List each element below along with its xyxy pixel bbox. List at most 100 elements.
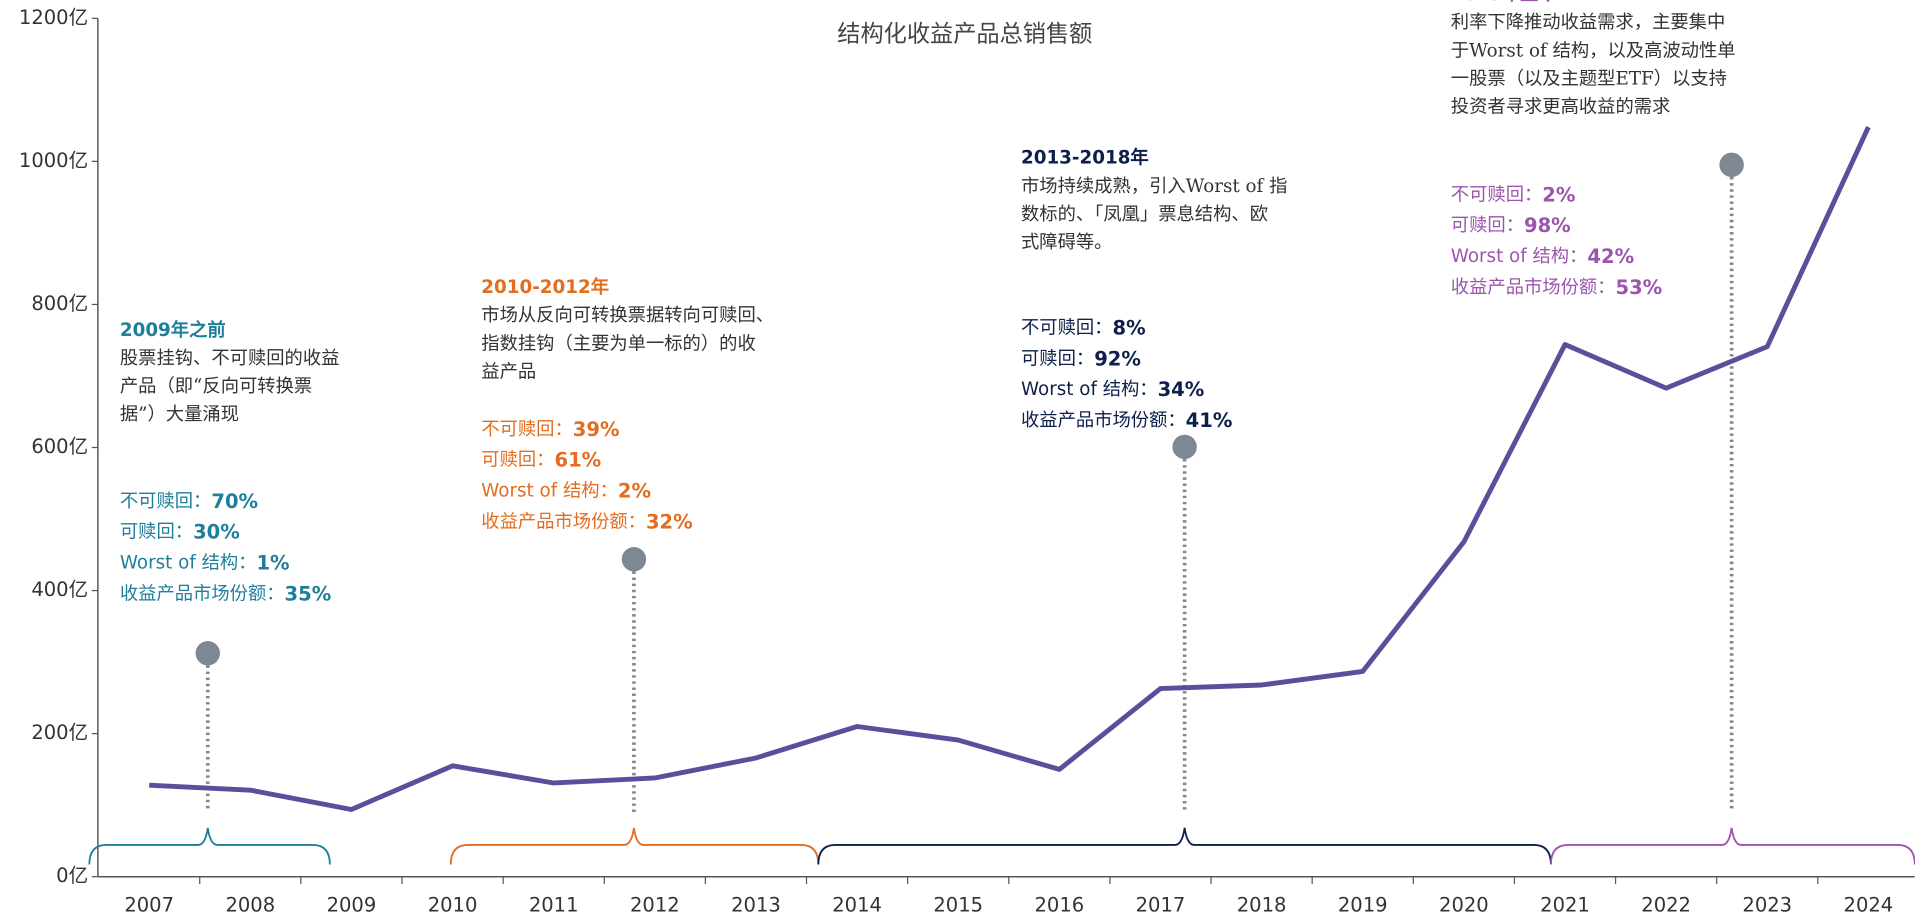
marker-dot [621, 547, 647, 572]
stat-value: 2% [1542, 183, 1575, 206]
x-tick-label: 2023 [1742, 894, 1792, 917]
annotation-period: 2010-2012年 [481, 276, 609, 298]
stat-label: 不可赎回： [1021, 317, 1113, 338]
annotation-period: 2013-2018年 [1021, 147, 1149, 169]
annotation-text: 产品（即“反向可转换票 [120, 376, 312, 397]
stat-label: Worst of 结构： [481, 481, 618, 502]
annotation-text: 利率下降推动收益需求，主要集中 [1451, 12, 1725, 33]
y-tick-label: 600亿 [31, 435, 88, 458]
x-tick-label: 2007 [124, 894, 174, 917]
annotation-text: 投资者寻求更高收益的需求 [1451, 96, 1671, 117]
stat-value: 92% [1094, 347, 1141, 370]
stat-label: 收益产品市场份额： [1451, 277, 1616, 298]
brace [817, 827, 1552, 865]
stat-label: 不可赎回： [120, 491, 211, 512]
chart-title: 结构化收益产品总销售额 [837, 20, 1092, 47]
annotation-text: 市场持续成熟，引入Worst of 指 [1021, 176, 1287, 197]
annotation-text: 数标的、「凤凰」票息结构、欧 [1021, 204, 1268, 225]
x-tick-label: 2022 [1641, 894, 1691, 917]
x-tick-label: 2016 [1035, 894, 1085, 917]
x-tick-label: 2009 [327, 894, 377, 917]
annotation-stat: Worst of 结构：34% [1021, 378, 1204, 401]
annotation-stat: 收益产品市场份额：35% [120, 582, 331, 605]
x-tick-label: 2011 [529, 894, 579, 917]
annotation-stat: 收益产品市场份额：32% [481, 510, 692, 533]
stat-value: 70% [211, 489, 258, 512]
annotation-stat: 可赎回：98% [1451, 214, 1571, 237]
annotation-text: 于Worst of 结构，以及高波动性单 [1451, 40, 1736, 61]
y-tick-label: 0亿 [56, 864, 88, 887]
stat-label: 不可赎回： [1451, 184, 1543, 205]
stat-value: 35% [285, 582, 332, 605]
x-tick-label: 2012 [630, 894, 680, 917]
annotation-text: 股票挂钩、不可赎回的收益 [120, 348, 340, 369]
stat-value: 61% [554, 448, 601, 471]
data-line [149, 126, 1871, 812]
y-tick-label: 1200亿 [19, 6, 88, 29]
stat-label: 收益产品市场份额： [120, 584, 285, 605]
x-tick-label: 2019 [1338, 894, 1388, 917]
annotation-text: 式障碍等。 [1021, 232, 1113, 253]
stat-label: 收益产品市场份额： [481, 511, 646, 532]
annotation-period: 2009年之前 [120, 319, 226, 341]
annotation-stat: 不可赎回：70% [120, 489, 258, 512]
stat-value: 41% [1186, 409, 1233, 432]
stat-value: 32% [646, 510, 693, 533]
brace [449, 827, 820, 865]
x-tick-label: 2018 [1237, 894, 1287, 917]
stat-label: Worst of 结构： [120, 553, 257, 574]
annotation-text: 一股票（以及主题型ETF）以支持 [1451, 68, 1727, 89]
stat-label: 可赎回： [481, 450, 554, 471]
annotation-stat: 不可赎回：8% [1021, 316, 1146, 339]
marker-dot [195, 641, 220, 666]
stat-label: 收益产品市场份额： [1021, 410, 1186, 431]
y-tick-label: 800亿 [31, 292, 88, 315]
x-tick-label: 2015 [933, 894, 983, 917]
x-tick-label: 2017 [1136, 894, 1186, 917]
annotation-period: 2019年至今 [1451, 0, 1558, 5]
stat-value: 30% [193, 520, 240, 543]
stat-value: 98% [1524, 214, 1571, 237]
y-tick-label: 200亿 [31, 721, 88, 744]
annotation-stat: 可赎回：30% [120, 520, 240, 543]
stat-label: Worst of 结构： [1021, 379, 1158, 400]
annotation-stat: 不可赎回：39% [481, 417, 619, 440]
annotation-text: 益产品 [481, 361, 536, 382]
stat-value: 1% [256, 551, 289, 574]
annotation-text: 指数挂钩（主要为单一标的）的收 [481, 333, 755, 354]
stat-value: 39% [573, 417, 620, 440]
stat-label: 可赎回： [1021, 348, 1094, 369]
y-tick-label: 1000亿 [19, 149, 88, 172]
x-tick-label: 2014 [832, 894, 882, 917]
x-tick-label: 2024 [1844, 894, 1894, 917]
y-tick-label: 400亿 [31, 578, 88, 601]
stat-label: 可赎回： [1451, 215, 1524, 236]
annotation-stat: Worst of 结构：1% [120, 551, 290, 574]
annotation-stat: 收益产品市场份额：53% [1451, 276, 1662, 299]
annotation-stat: 收益产品市场份额：41% [1021, 409, 1232, 432]
stat-value: 8% [1112, 316, 1145, 339]
marker-dot [1719, 152, 1744, 178]
annotation-stat: Worst of 结构：42% [1451, 245, 1634, 268]
brace [1550, 827, 1915, 865]
annotation-stat: 可赎回：61% [481, 448, 601, 471]
annotation-stat: 可赎回：92% [1021, 347, 1141, 370]
stat-label: Worst of 结构： [1451, 246, 1588, 267]
annotation-text: 据”）大量涌现 [120, 404, 239, 425]
annotation-stat: 不可赎回：2% [1451, 183, 1576, 206]
x-tick-label: 2010 [428, 894, 478, 917]
brace [88, 827, 331, 865]
stat-value: 53% [1615, 276, 1662, 299]
x-tick-label: 2021 [1540, 894, 1590, 917]
annotation-text: 市场从反向可转换票据转向可赎回、 [481, 305, 774, 326]
stat-label: 不可赎回： [481, 419, 573, 440]
x-tick-label: 2020 [1439, 894, 1489, 917]
stat-value: 2% [618, 479, 651, 502]
stat-value: 34% [1158, 378, 1205, 401]
stat-value: 42% [1587, 245, 1634, 268]
annotation-stat: Worst of 结构：2% [481, 479, 651, 502]
stat-label: 可赎回： [120, 522, 193, 543]
marker-dot [1172, 434, 1197, 460]
x-tick-label: 2013 [731, 894, 781, 917]
